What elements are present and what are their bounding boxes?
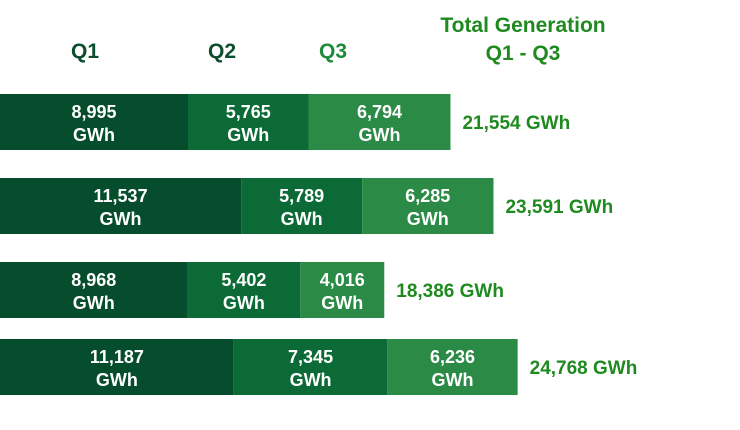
segment-value-label: 11,537 — [94, 186, 148, 206]
segment-unit-label: GWh — [223, 293, 265, 313]
segment-unit-label: GWh — [407, 209, 449, 229]
bar-segment-q2-row3 — [187, 262, 301, 318]
bar-segment-q2-row4 — [233, 339, 388, 395]
bar-segment-q2-row1 — [187, 94, 309, 150]
bar-segment-q1-row3 — [0, 262, 188, 318]
segment-unit-label: GWh — [73, 293, 115, 313]
header-total-line1: Total Generation — [440, 14, 605, 37]
segment-unit-label: GWh — [73, 125, 115, 145]
segment-value-label: 4,016 — [320, 270, 365, 290]
bar-segment-q3-row2 — [362, 178, 494, 234]
total-label-row3: 18,386 GWh — [396, 281, 504, 302]
segment-value-label: 5,765 — [226, 102, 271, 122]
total-label-row2: 23,591 GWh — [505, 197, 613, 218]
segment-unit-label: GWh — [290, 370, 332, 390]
segment-unit-label: GWh — [100, 209, 142, 229]
segment-value-label: 6,285 — [405, 186, 450, 206]
segment-value-label: 6,236 — [430, 347, 475, 367]
header-q2: Q2 — [208, 40, 236, 63]
bar-segment-q1-row4 — [0, 339, 234, 395]
bar-segment-q3-row4 — [387, 339, 518, 395]
header-q3: Q3 — [319, 40, 347, 63]
segment-value-label: 6,794 — [357, 102, 402, 122]
segment-value-label: 11,187 — [90, 347, 144, 367]
bar-segment-q1-row2 — [0, 178, 242, 234]
segment-unit-label: GWh — [358, 125, 400, 145]
total-label-row4: 24,768 GWh — [530, 358, 638, 379]
header-total-line2: Q1 - Q3 — [486, 42, 561, 65]
segment-unit-label: GWh — [227, 125, 269, 145]
segment-unit-label: GWh — [431, 370, 473, 390]
segment-value-label: 8,995 — [71, 102, 116, 122]
bar-segment-q2-row2 — [241, 178, 363, 234]
segment-value-label: 8,968 — [71, 270, 116, 290]
segment-unit-label: GWh — [281, 209, 323, 229]
segment-value-label: 5,402 — [221, 270, 266, 290]
segment-value-label: 7,345 — [288, 347, 333, 367]
segment-unit-label: GWh — [321, 293, 363, 313]
bar-segment-q3-row1 — [308, 94, 451, 150]
total-label-row1: 21,554 GWh — [462, 113, 570, 134]
segment-unit-label: GWh — [96, 370, 138, 390]
segment-value-label: 5,789 — [279, 186, 324, 206]
header-q1: Q1 — [71, 40, 99, 63]
bar-segment-q3-row3 — [300, 262, 385, 318]
bars-group: 8,995 GWh 5,765 GWh 6,794 GWh 21,554 GWh 11,537… — [0, 94, 637, 395]
bar-segment-q1-row1 — [0, 94, 188, 150]
